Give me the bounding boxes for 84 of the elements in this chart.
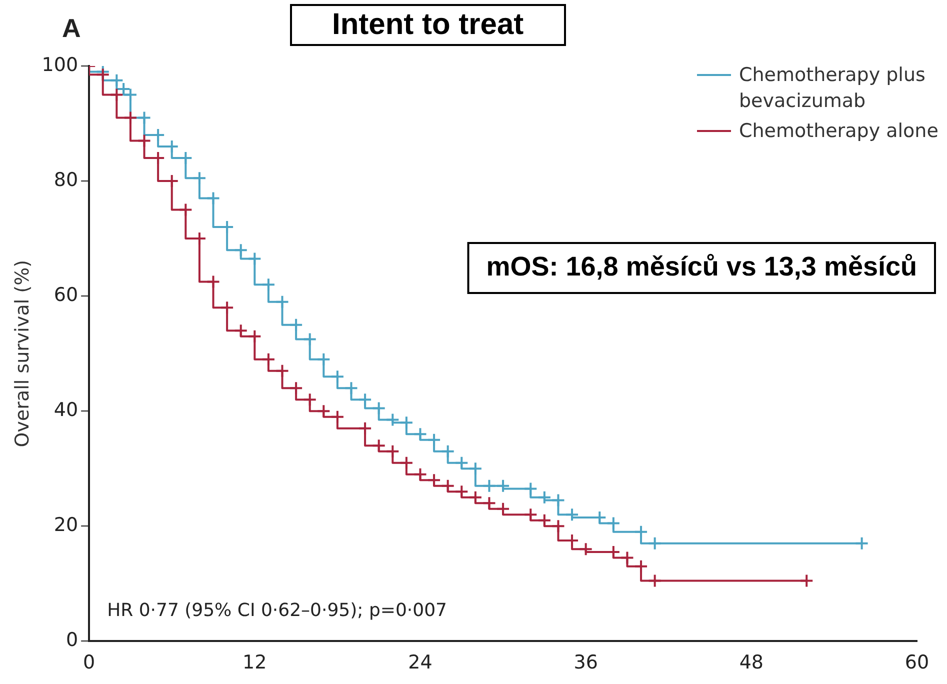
point: [496, 502, 510, 516]
point: [206, 191, 220, 206]
annotation: mOS: 16,8 měsíců vs 13,3 měsíců: [486, 251, 917, 282]
legend-label: Chemotherapy plus bevacizumab: [739, 63, 926, 114]
x-tick-label: 12: [242, 652, 267, 674]
point: [330, 410, 344, 424]
point: [261, 278, 276, 292]
point: [440, 478, 455, 493]
point: [386, 444, 400, 458]
point: [524, 508, 538, 522]
point: [427, 473, 442, 488]
point: [289, 318, 304, 332]
point: [386, 412, 400, 427]
point: [123, 110, 138, 125]
point: [440, 444, 455, 458]
point: [316, 352, 331, 366]
point: [468, 462, 482, 476]
point: [496, 478, 510, 493]
point: [634, 524, 648, 539]
point: [220, 300, 234, 315]
x-tick-label: 0: [83, 652, 96, 674]
point: [358, 392, 372, 407]
point: [275, 364, 290, 378]
point: [551, 519, 566, 534]
point: [578, 542, 593, 556]
point: [854, 536, 869, 550]
x-tick-label: 60: [904, 652, 930, 674]
point: [551, 493, 566, 508]
point: [606, 516, 620, 530]
point: [344, 381, 358, 396]
y-tick-label: 0: [66, 629, 78, 652]
x-tick-label: 24: [408, 652, 432, 674]
point: [372, 401, 386, 416]
point: [800, 574, 814, 588]
point: [234, 243, 248, 258]
y-axis-title: Overall survival (%): [11, 260, 34, 448]
annotation: HR 0·77 (95% CI 0·62–0·95); p=0·007: [107, 600, 447, 621]
point: [302, 332, 317, 346]
point: [330, 370, 344, 384]
point: [482, 496, 496, 510]
point: [110, 88, 124, 102]
point: [427, 432, 442, 447]
y-tick-label: 60: [54, 284, 78, 306]
point: [537, 490, 552, 504]
x-tick-label: 36: [574, 652, 598, 674]
point: [634, 559, 648, 574]
chart-title: Intent to treat: [290, 4, 566, 46]
point: [399, 416, 414, 430]
point: [248, 329, 262, 344]
y-tick-label: 100: [42, 54, 78, 76]
y-tick-label: 80: [54, 168, 78, 191]
point: [316, 404, 331, 418]
point: [482, 478, 496, 493]
point: [468, 490, 482, 504]
point: [178, 202, 193, 217]
point: [248, 252, 262, 266]
text: A: [62, 13, 81, 44]
y-tick-label: 40: [54, 399, 78, 422]
point: [399, 456, 414, 470]
y-tick-label: 20: [54, 514, 78, 536]
legend-label: Chemotherapy alone: [739, 119, 939, 144]
point: [648, 536, 662, 550]
point: [358, 421, 372, 436]
point: [192, 171, 206, 186]
point: [413, 427, 428, 442]
point: [261, 352, 276, 366]
point: [302, 392, 317, 407]
point: [648, 574, 662, 588]
point: [289, 381, 304, 396]
point: [537, 513, 552, 528]
point: [454, 484, 469, 499]
point: [234, 324, 248, 338]
point: [96, 68, 110, 82]
point: [372, 438, 386, 453]
point: [565, 508, 580, 522]
point: [454, 456, 469, 470]
point: [206, 274, 220, 289]
point: [524, 482, 538, 496]
x-tick-label: 48: [739, 652, 764, 674]
point: [620, 550, 634, 565]
point: [275, 294, 290, 309]
point: [137, 134, 152, 148]
point: [413, 467, 428, 482]
point: [137, 110, 152, 125]
